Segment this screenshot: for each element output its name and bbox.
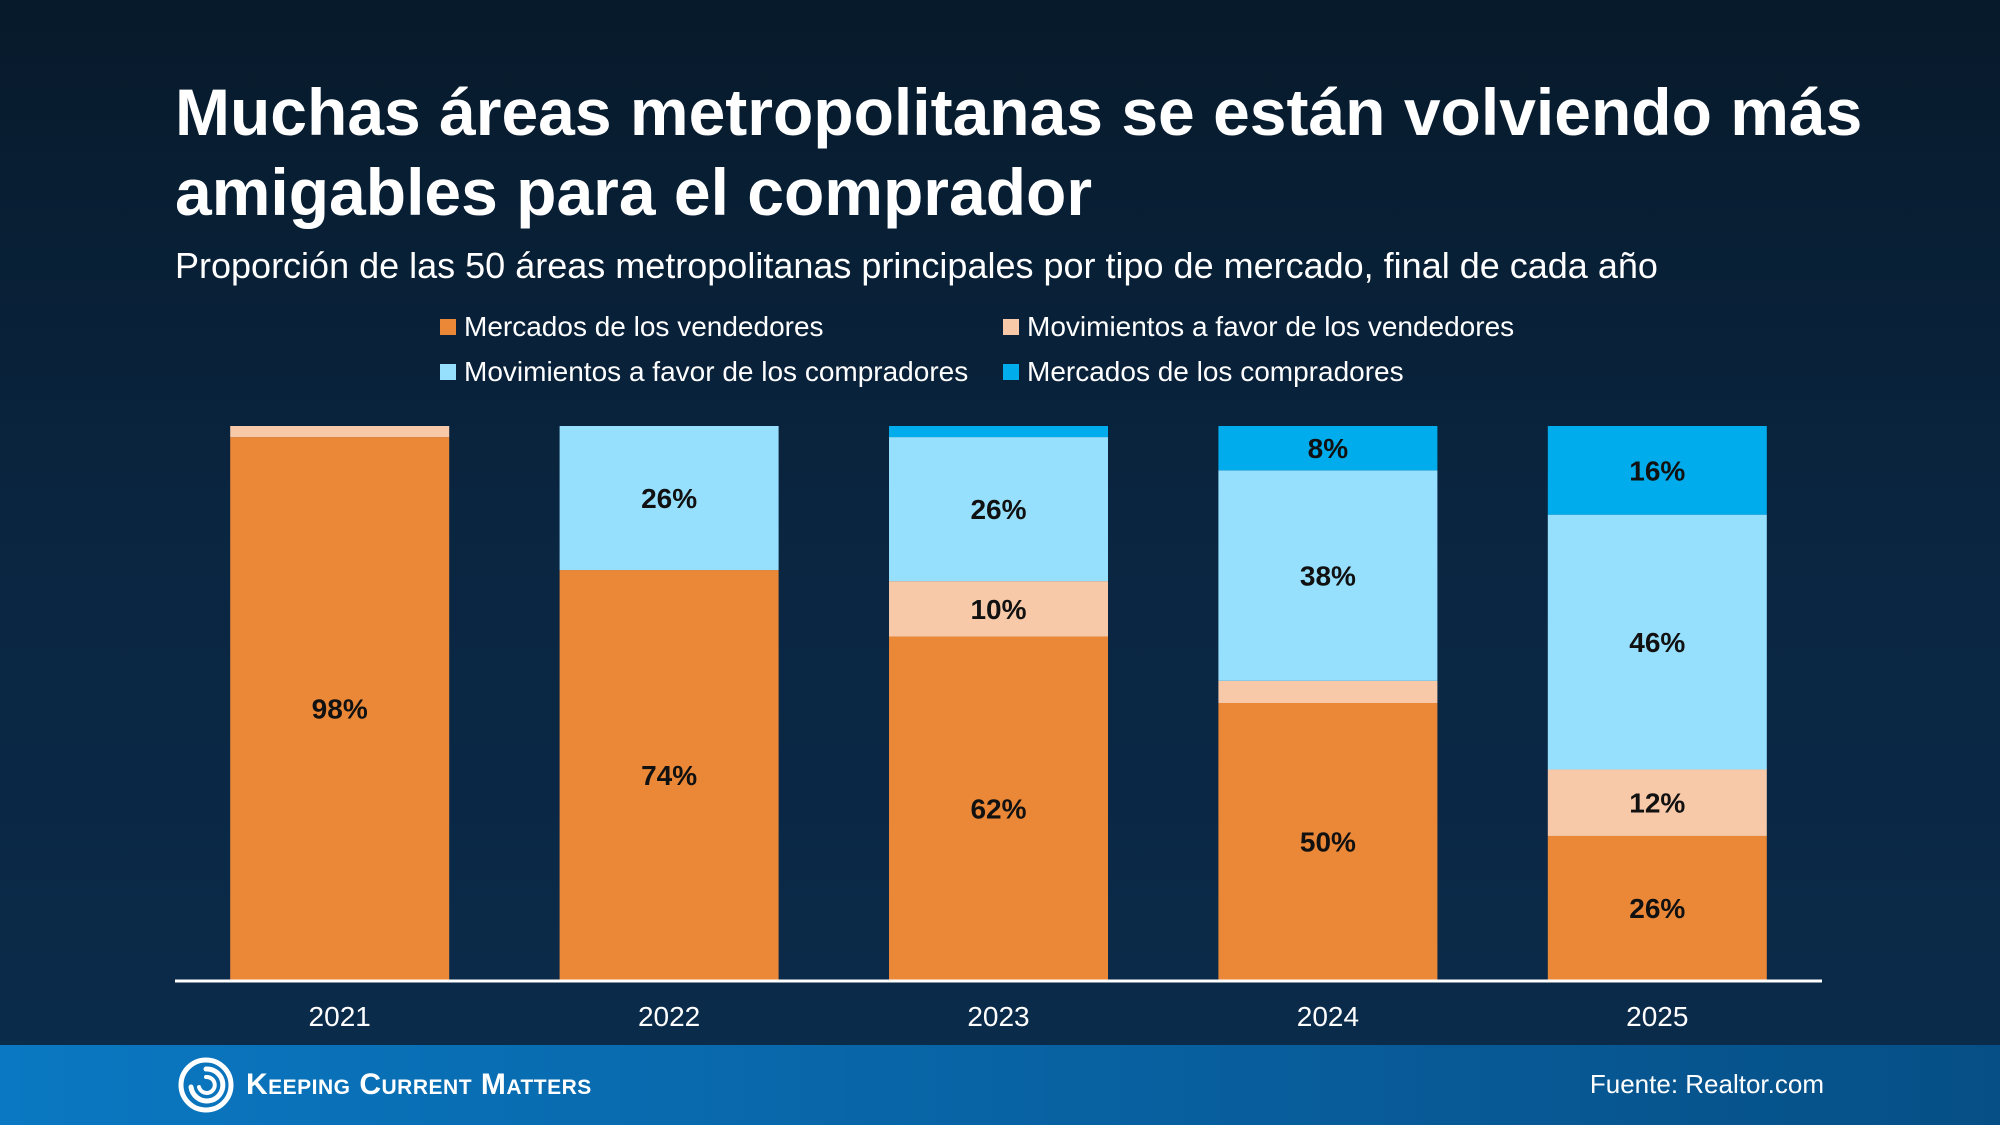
x-tick-label-2023: 2023 [967,1001,1029,1032]
bar-segment-2021-mercados-de-los-vendedores [230,437,450,981]
bar-segment-2024-movimientos-a-favor-de-los-compradores [1218,470,1438,681]
data-label-2023-mercados-de-los-vendedores: 62% [970,793,1026,824]
data-label-2025-movimientos-a-favor-de-los-compradores: 46% [1629,627,1685,658]
x-tick-label-2021: 2021 [309,1001,371,1032]
bar-segment-2024-movimientos-a-favor-de-los-vendedores [1218,680,1438,703]
legend-item-shift-buyers: Movimientos a favor de los compradores [440,355,968,389]
legend-label-shift-sellers: Movimientos a favor de los vendedores [1027,311,1515,342]
chart-title: Muchas áreas metropolitanas se están vol… [175,75,1863,229]
bar-segment-2024-mercados-de-los-vendedores [1218,703,1438,980]
legend-item-buyers-market: Mercados de los compradores [1003,355,1404,389]
bar-segment-2022-mercados-de-los-vendedores [559,570,779,980]
data-label-2025-movimientos-a-favor-de-los-vendedores: 12% [1629,788,1685,819]
legend-swatch-shift-buyers [440,364,456,380]
bar-segment-2025-movimientos-a-favor-de-los-compradores [1547,514,1767,770]
legend-item-sellers-market: Mercados de los vendedores [440,310,824,344]
brand-logo[interactable]: Keeping Current Matters [178,1057,592,1113]
source-credit: Fuente: Realtor.com [1589,1069,1824,1099]
data-label-2024-mercados-de-los-compradores: 8% [1308,433,1349,464]
brand-name: Keeping Current Matters [246,1068,592,1101]
bar-segment-2023-mercados-de-los-compradores [889,426,1108,438]
bar-segment-2025-mercados-de-los-compradores [1547,426,1767,515]
bar-segment-2023-mercados-de-los-vendedores [889,636,1108,980]
bar-segment-2023-movimientos-a-favor-de-los-vendedores [889,581,1108,637]
bar-segment-2024-mercados-de-los-compradores [1218,426,1438,471]
legend-label-buyers-market: Mercados de los compradores [1027,356,1404,387]
bar-segment-2022-movimientos-a-favor-de-los-compradores [559,426,779,571]
bar-segment-2025-mercados-de-los-vendedores [1547,835,1767,980]
data-label-2023-movimientos-a-favor-de-los-vendedores: 10% [970,594,1026,625]
bar-segment-2023-movimientos-a-favor-de-los-compradores [889,437,1108,582]
legend-swatch-shift-sellers [1003,319,1019,335]
x-tick-label-2022: 2022 [638,1001,700,1032]
x-tick-label-2025: 2025 [1626,1001,1688,1032]
legend-item-shift-sellers: Movimientos a favor de los vendedores [1003,310,1514,344]
data-label-2025-mercados-de-los-vendedores: 26% [1629,893,1685,924]
legend-label-sellers-market: Mercados de los vendedores [464,311,824,342]
stacked-bar-chart: 98% 2021 74% 26% 2022 62% 10% 26% 2023 50% 38% 8% 20… [230,426,1767,1032]
data-label-2023-movimientos-a-favor-de-los-compradores: 26% [970,494,1026,525]
legend-swatch-buyers-market [1003,364,1019,380]
x-tick-label-2024: 2024 [1297,1001,1359,1032]
bar-segment-2025-movimientos-a-favor-de-los-vendedores [1547,769,1767,836]
data-label-2022-movimientos-a-favor-de-los-compradores: 26% [641,483,697,514]
legend-label-shift-buyers: Movimientos a favor de los compradores [464,356,969,387]
chart-subtitle: Proporción de las 50 áreas metropolitana… [175,245,1658,286]
swirl-logo-icon [178,1057,234,1113]
data-label-2021-mercados-de-los-vendedores: 98% [312,694,368,725]
data-label-2022-mercados-de-los-vendedores: 74% [641,760,697,791]
footer-bar: Keeping Current Matters Fuente: Realtor.… [0,1045,2000,1125]
data-label-2024-movimientos-a-favor-de-los-compradores: 38% [1300,561,1356,592]
data-label-2024-mercados-de-los-vendedores: 50% [1300,827,1356,858]
bar-segment-2021-movimientos-a-favor-de-los-vendedores [230,426,450,438]
data-label-2025-mercados-de-los-compradores: 16% [1629,455,1685,486]
legend-swatch-sellers-market [440,319,456,335]
